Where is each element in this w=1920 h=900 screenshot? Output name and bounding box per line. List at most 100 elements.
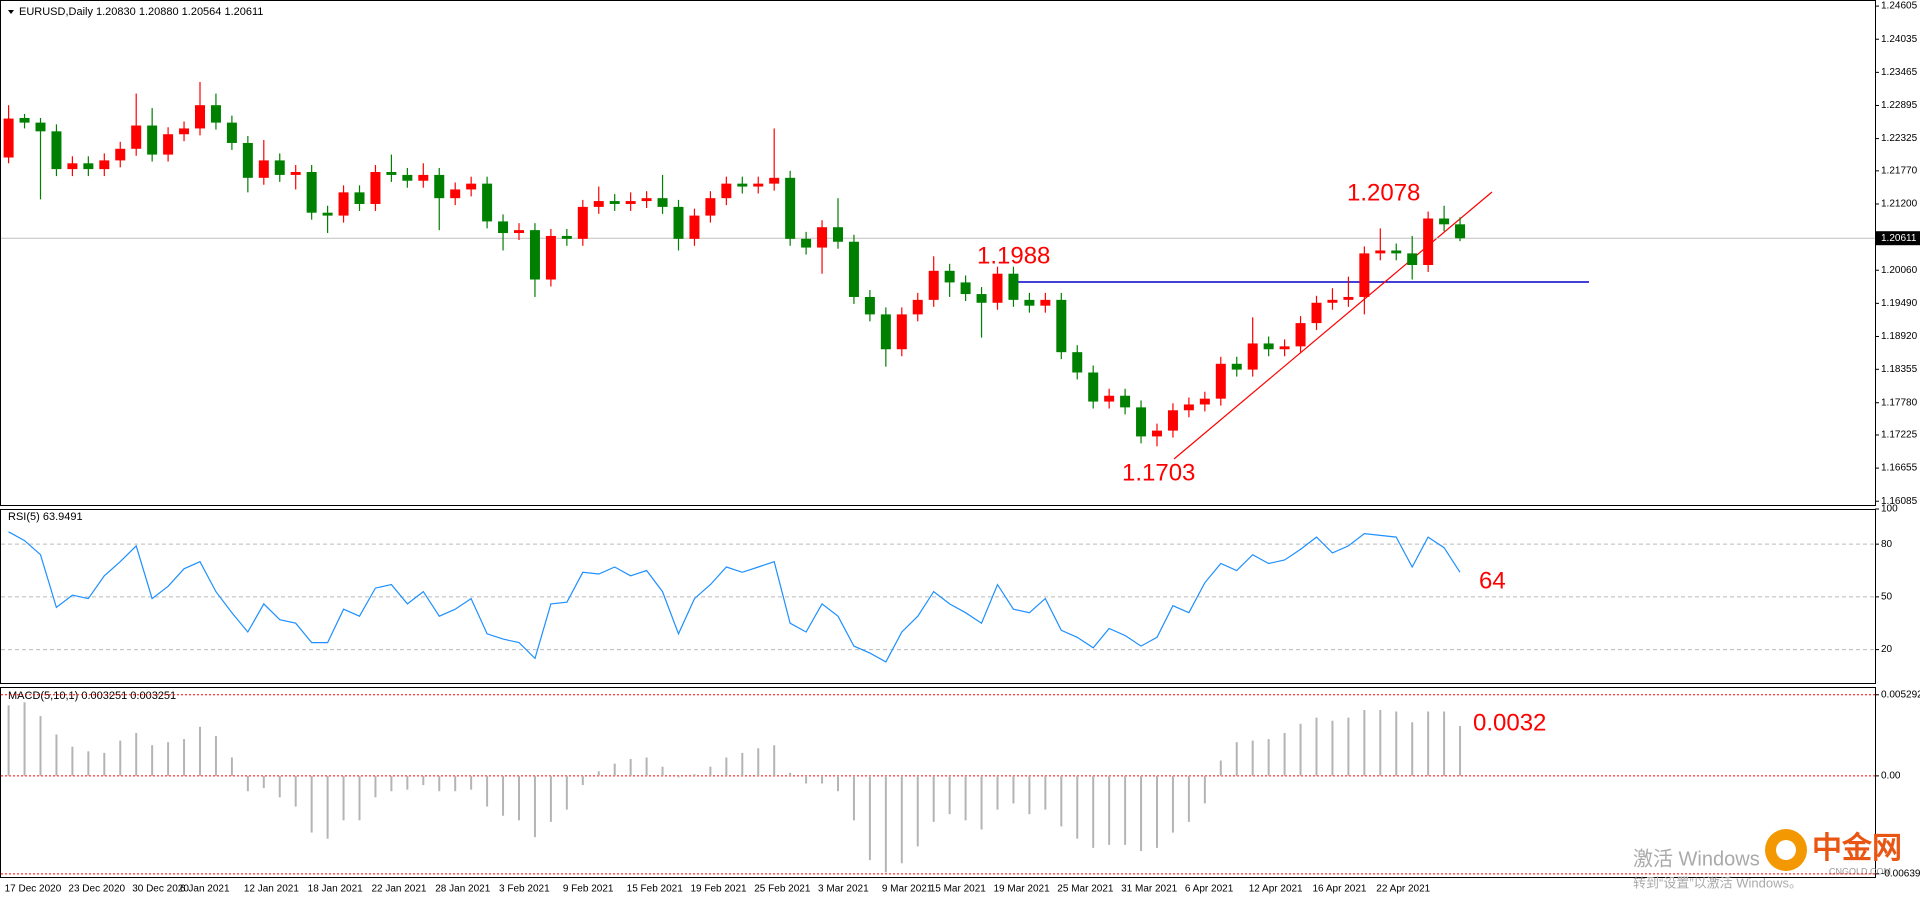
candle-body (737, 183, 748, 187)
candle-body (817, 227, 828, 248)
x-tick-label: 16 Apr 2021 (1313, 884, 1367, 895)
candle-body (210, 105, 221, 123)
candle-body (35, 122, 46, 132)
y-tick-label: 1.17225 (1881, 430, 1918, 441)
candle-body (657, 198, 668, 207)
candle-body (163, 134, 174, 155)
candle-body (450, 189, 461, 199)
candle-body (274, 160, 285, 175)
candle-body (1391, 250, 1402, 254)
watermark: 激活 Windows (1633, 847, 1760, 870)
y-tick-label: 50 (1881, 592, 1893, 603)
candle-body (880, 314, 891, 350)
candle-body (721, 183, 732, 199)
x-tick-label: 22 Jan 2021 (371, 884, 426, 895)
candle-body (577, 206, 588, 239)
candle-body (609, 201, 620, 204)
rsi-title: RSI(5) 63.9491 (8, 511, 83, 523)
candle-body (928, 270, 939, 300)
rsi-annotation: 64 (1479, 567, 1506, 594)
candle-body (1040, 299, 1051, 306)
candle-body (625, 201, 636, 204)
x-tick-label: 12 Jan 2021 (244, 884, 299, 895)
candle-body (179, 128, 190, 135)
y-tick-label: 1.24605 (1881, 1, 1918, 12)
y-tick-label: 1.16655 (1881, 463, 1918, 474)
candle-body (801, 238, 812, 248)
candle-body (514, 230, 524, 234)
candle-body (3, 118, 14, 158)
candle-body (147, 125, 158, 155)
candle-body (67, 163, 78, 170)
macd-annotation: 0.0032 (1473, 709, 1546, 736)
x-tick-label: 28 Jan 2021 (435, 884, 490, 895)
watermark: 转到“设置”以激活 Windows。 (1633, 875, 1802, 890)
candle-body (1247, 343, 1258, 370)
y-tick-label: 20 (1881, 644, 1893, 655)
candle-body (482, 183, 493, 222)
y-tick-label: 80 (1881, 539, 1893, 550)
x-tick-label: 9 Feb 2021 (563, 884, 614, 895)
x-tick-label: 6 Jan 2021 (180, 884, 230, 895)
y-tick-label: 1.22325 (1881, 133, 1918, 144)
candle-body (1104, 395, 1115, 402)
candle-body (258, 160, 269, 178)
candle-body (1199, 398, 1210, 405)
candle-body (1152, 430, 1162, 437)
candle-body (1375, 250, 1386, 254)
candle-body (545, 235, 556, 280)
candle-body (944, 270, 955, 283)
y-tick-label: 1.22895 (1881, 100, 1918, 111)
y-tick-label: 100 (1881, 504, 1898, 515)
candle-body (370, 172, 381, 204)
candle-body (466, 183, 477, 190)
candle-body (960, 282, 971, 295)
candle-body (1231, 363, 1242, 370)
trend-line (1173, 191, 1493, 460)
x-tick-label: 31 Mar 2021 (1121, 884, 1178, 895)
y-tick-label: 1.20060 (1881, 265, 1918, 276)
candle-body (1407, 253, 1418, 265)
x-tick-label: 25 Mar 2021 (1057, 884, 1114, 895)
y-tick-label: 1.23465 (1881, 67, 1918, 78)
candle-body (705, 198, 716, 216)
candle-body (641, 198, 652, 202)
x-tick-label: 23 Dec 2020 (68, 884, 125, 895)
candle-body (354, 192, 365, 204)
candle-body (1359, 253, 1370, 297)
logo-icon (1776, 840, 1796, 860)
candle-body (1120, 395, 1131, 408)
candle-body (1263, 343, 1274, 350)
x-tick-label: 19 Feb 2021 (690, 884, 747, 895)
logo-name: 中金网 (1812, 831, 1902, 865)
x-tick-label: 12 Apr 2021 (1249, 884, 1303, 895)
low-annotation: 1.1703 (1122, 459, 1195, 486)
candle-body (753, 183, 764, 187)
candle-body (131, 125, 142, 149)
y-tick-label: 0.005292 (1881, 689, 1920, 700)
candle-body (1343, 296, 1354, 300)
y-tick-label: 0.00 (1881, 771, 1901, 782)
candle-body (51, 131, 62, 170)
candle-body (386, 172, 397, 175)
menu-arrow (8, 10, 14, 14)
candle-body (434, 174, 445, 199)
y-tick-label: 1.21770 (1881, 165, 1918, 176)
candle-body (402, 174, 413, 181)
x-tick-label: 25 Feb 2021 (754, 884, 811, 895)
candle-body (242, 142, 253, 178)
candle-body (1088, 372, 1099, 402)
x-tick-label: 17 Dec 2020 (5, 884, 62, 895)
x-tick-label: 18 Jan 2021 (308, 884, 363, 895)
candle-body (833, 227, 843, 242)
candle-body (593, 201, 604, 207)
x-tick-label: 15 Feb 2021 (627, 884, 684, 895)
candle-body (1423, 218, 1434, 265)
candle-body (418, 174, 429, 181)
y-tick-label: 1.16085 (1881, 496, 1918, 507)
candle-body (769, 177, 780, 184)
candle-body (195, 105, 205, 129)
macd-title: MACD(5,10,1) 0.003251 0.003251 (8, 690, 176, 702)
candle-body (1183, 404, 1194, 411)
